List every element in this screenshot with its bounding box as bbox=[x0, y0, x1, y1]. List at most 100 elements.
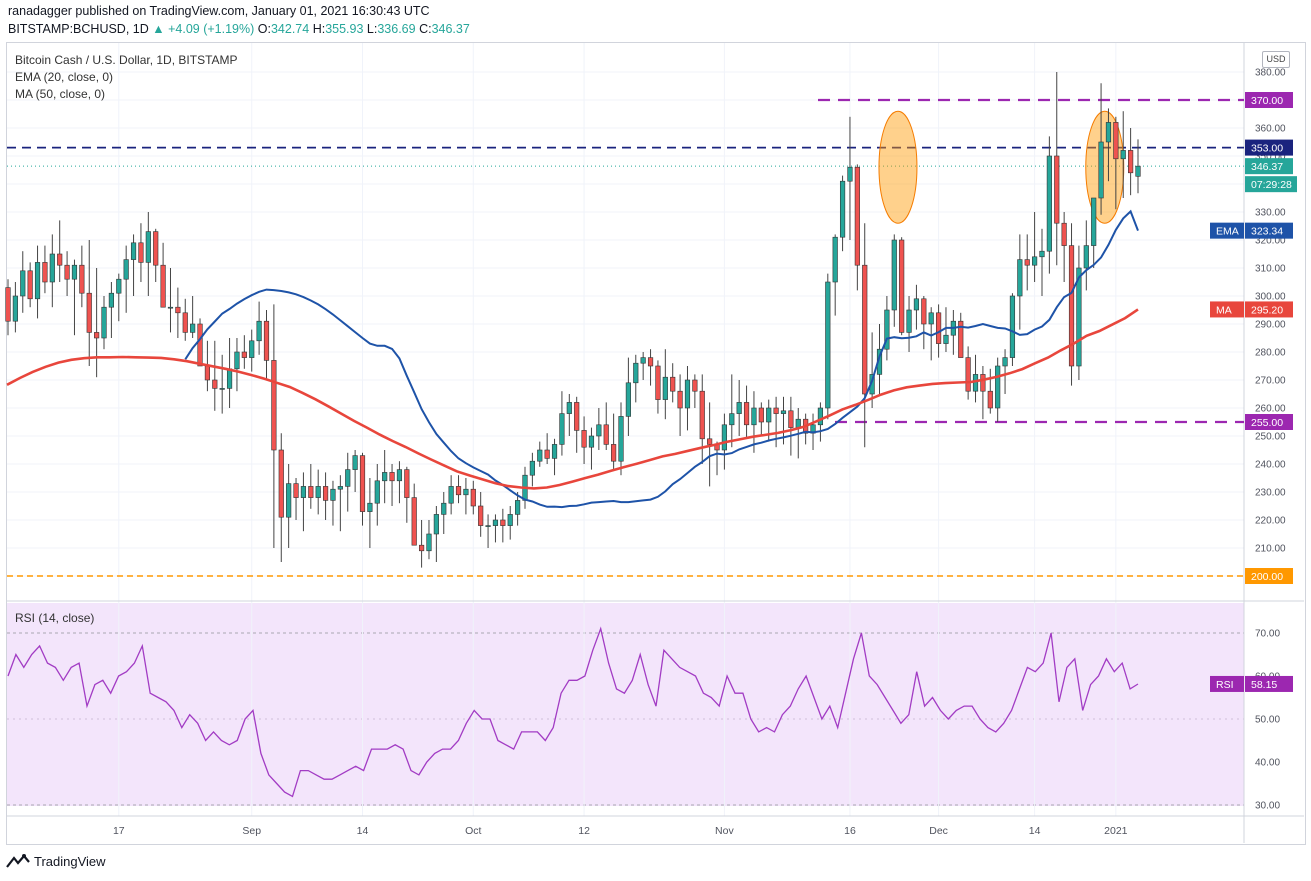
candle-body bbox=[12, 295, 18, 322]
time-tick-label: 14 bbox=[357, 825, 369, 837]
candle-body bbox=[655, 365, 661, 400]
level-tag bbox=[1245, 568, 1293, 584]
high-value: 355.93 bbox=[325, 22, 364, 36]
candle-body bbox=[832, 236, 838, 283]
level-tag bbox=[1245, 92, 1293, 108]
candle-body bbox=[441, 502, 447, 515]
candle-body bbox=[795, 418, 801, 428]
candle-body bbox=[825, 281, 831, 409]
candle-body bbox=[1120, 150, 1126, 160]
candle-body bbox=[596, 424, 602, 437]
candle-body bbox=[337, 486, 343, 490]
candle-body bbox=[891, 239, 897, 311]
open-label: O: bbox=[257, 22, 271, 36]
candle-body bbox=[396, 469, 403, 482]
price-tick-label: 270.00 bbox=[1255, 376, 1286, 387]
candle-body bbox=[647, 357, 654, 367]
candle-body bbox=[529, 460, 535, 476]
price-tick-label: 320.00 bbox=[1255, 236, 1286, 247]
time-tick-label: Nov bbox=[715, 825, 734, 837]
candle-body bbox=[175, 306, 181, 314]
candle-body bbox=[322, 486, 329, 501]
level-tag-label: 353.00 bbox=[1251, 143, 1283, 155]
candle-body bbox=[780, 410, 787, 414]
candle-body bbox=[980, 374, 986, 392]
candle-body bbox=[751, 407, 757, 426]
chart-frame bbox=[6, 42, 1306, 845]
candle-body bbox=[1105, 122, 1112, 143]
candle-body bbox=[670, 376, 676, 392]
ema-name-label: EMA bbox=[1216, 226, 1239, 238]
candle-body bbox=[455, 486, 462, 496]
candle-body bbox=[921, 298, 927, 325]
candle-body bbox=[182, 312, 188, 333]
candle-body bbox=[226, 368, 233, 389]
last-price-value-tag bbox=[1245, 158, 1293, 175]
candle-body bbox=[507, 514, 513, 526]
time-tick-label: 16 bbox=[844, 825, 856, 837]
candle-body bbox=[906, 309, 912, 333]
price-tick-label: 260.00 bbox=[1255, 404, 1286, 415]
candle-body bbox=[662, 376, 668, 400]
price-tick-label: 330.00 bbox=[1255, 208, 1286, 219]
rsi-value-tag bbox=[1245, 675, 1293, 692]
rsi-band bbox=[7, 603, 1244, 806]
candle-body bbox=[1091, 197, 1097, 246]
level-tag bbox=[1245, 414, 1293, 430]
candle-body bbox=[20, 270, 26, 297]
candle-body bbox=[1024, 259, 1030, 266]
candle-body bbox=[153, 231, 159, 266]
candle-body bbox=[1113, 122, 1119, 160]
publisher-line: ranadagger published on TradingView.com,… bbox=[8, 4, 430, 18]
candle-body bbox=[463, 488, 469, 496]
candle-body bbox=[382, 472, 388, 482]
candle-body bbox=[588, 435, 595, 448]
time-tick-label: Sep bbox=[242, 825, 261, 837]
price-tick-label: 240.00 bbox=[1255, 460, 1286, 471]
candle-body bbox=[27, 270, 33, 300]
candle-body bbox=[138, 242, 144, 263]
rsi-legend: RSI (14, close) bbox=[15, 610, 94, 627]
candle-body bbox=[1135, 165, 1141, 177]
candle-body bbox=[234, 351, 240, 370]
rsi-tick-label: 50.00 bbox=[1255, 715, 1280, 726]
candle-body bbox=[367, 502, 373, 512]
candle-body bbox=[566, 402, 572, 414]
candle-body bbox=[345, 469, 351, 487]
rsi-value-label: 58.15 bbox=[1251, 679, 1277, 691]
legend-rsi: RSI (14, close) bbox=[15, 611, 95, 625]
candle-body bbox=[470, 488, 476, 507]
candle-body bbox=[862, 264, 868, 395]
candle-body bbox=[743, 402, 750, 426]
candle-body bbox=[190, 323, 196, 333]
candle-body bbox=[278, 449, 284, 518]
candle-body bbox=[1076, 267, 1082, 367]
chart-legend: Bitcoin Cash / U.S. Dollar, 1D, BITSTAMP… bbox=[15, 52, 238, 103]
candle-body bbox=[271, 360, 277, 451]
ema-value-tag bbox=[1245, 222, 1293, 239]
candle-body bbox=[544, 449, 550, 459]
candle-body bbox=[204, 365, 211, 381]
rsi-name-label: RSI bbox=[1216, 679, 1234, 691]
tradingview-logo[interactable]: TradingView bbox=[6, 853, 106, 869]
time-tick-label: Oct bbox=[465, 825, 481, 837]
price-tick-label: 290.00 bbox=[1255, 320, 1286, 331]
currency-button[interactable]: USD bbox=[1262, 51, 1290, 68]
candle-body bbox=[389, 472, 395, 482]
candle-body bbox=[249, 340, 255, 358]
candle-body bbox=[625, 382, 631, 417]
ma-line bbox=[6, 308, 1139, 490]
price-change: +4.09 (+1.19%) bbox=[168, 22, 255, 36]
candle-body bbox=[79, 264, 85, 294]
candle-body bbox=[684, 379, 691, 409]
candle-body bbox=[958, 320, 964, 358]
candle-body bbox=[101, 306, 107, 339]
candle-body bbox=[913, 298, 920, 311]
legend-ma: MA (50, close, 0) bbox=[15, 87, 106, 101]
candle-body bbox=[1009, 295, 1016, 358]
candle-body bbox=[611, 444, 617, 462]
time-tick-label: Dec bbox=[929, 825, 948, 837]
level-tag-label: 255.00 bbox=[1251, 417, 1283, 429]
candle-body bbox=[581, 430, 587, 448]
